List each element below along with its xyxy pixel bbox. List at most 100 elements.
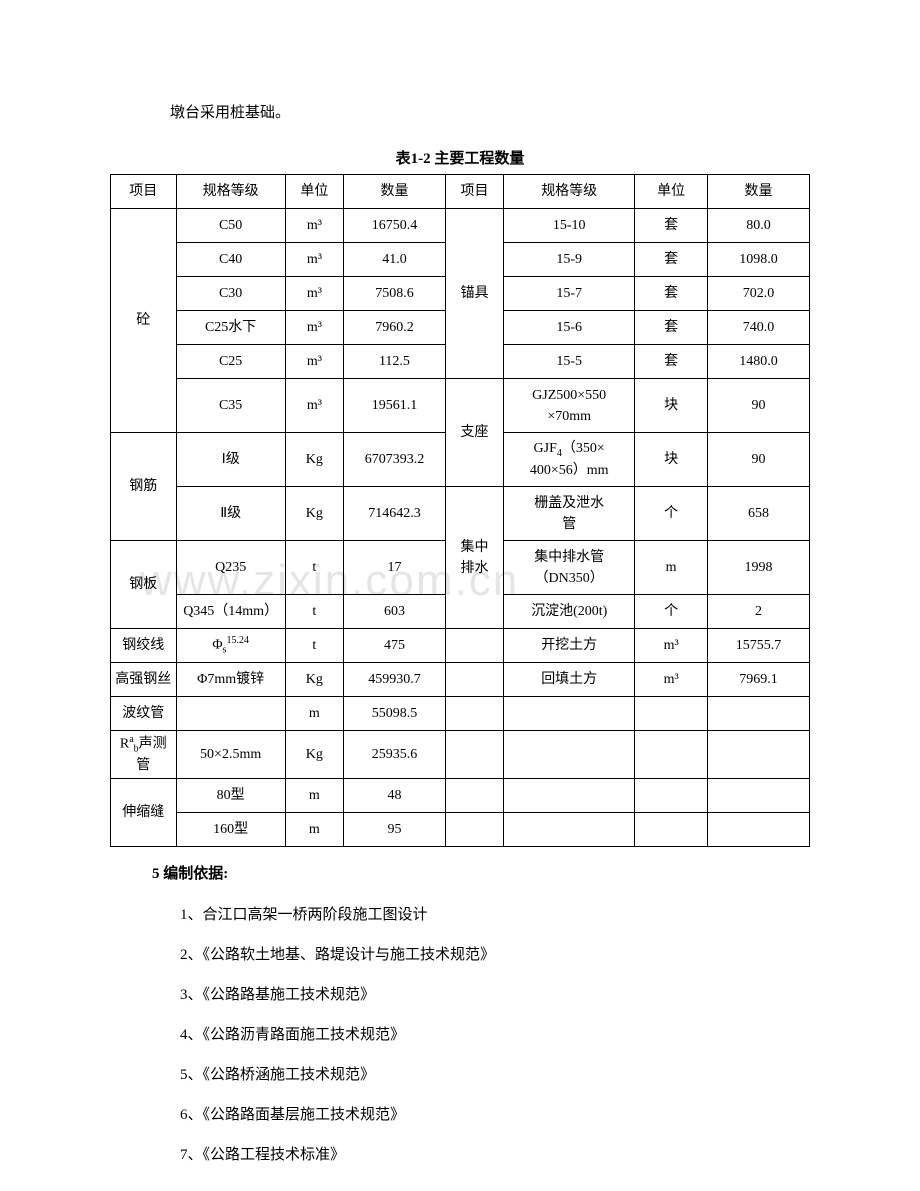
- cell: m: [285, 779, 343, 813]
- cell: 1098.0: [708, 243, 810, 277]
- table-caption: 表1-2 主要工程数量: [110, 147, 810, 168]
- cell: 1998: [708, 541, 810, 595]
- cell: [708, 731, 810, 779]
- cell: 块: [635, 379, 708, 433]
- cell: 2: [708, 595, 810, 629]
- cell: 95: [343, 813, 445, 847]
- hdr-item-r: 项目: [445, 175, 503, 209]
- table-row: 钢绞线 Φs15.24 t 475 开挖土方 m³ 15755.7: [111, 629, 810, 663]
- cell: m³: [635, 629, 708, 663]
- cell: 15-10: [504, 209, 635, 243]
- cell: 740.0: [708, 311, 810, 345]
- cell-expansion-joint: 伸缩缝: [111, 779, 177, 847]
- cell: 80.0: [708, 209, 810, 243]
- cell: t: [285, 629, 343, 663]
- cell: C25水下: [176, 311, 285, 345]
- cell: 块: [635, 433, 708, 487]
- cell: [504, 779, 635, 813]
- cell: 55098.5: [343, 697, 445, 731]
- cell: 603: [343, 595, 445, 629]
- list-item: 6、《公路路面基层施工技术规范》: [180, 1100, 810, 1130]
- cell-anchor: 锚具: [445, 209, 503, 379]
- cell: [504, 813, 635, 847]
- cell: t: [285, 541, 343, 595]
- cell: [445, 779, 503, 813]
- cell: 714642.3: [343, 487, 445, 541]
- cell-bearing: 支座: [445, 379, 503, 487]
- cell: m³: [285, 345, 343, 379]
- cell: 6707393.2: [343, 433, 445, 487]
- cell: 15-6: [504, 311, 635, 345]
- cell-steel-plate: 钢板: [111, 541, 177, 629]
- table-row: Rab声测管 50×2.5mm Kg 25935.6: [111, 731, 810, 779]
- cell: m³: [285, 243, 343, 277]
- cell: 658: [708, 487, 810, 541]
- cell: 套: [635, 345, 708, 379]
- cell: 160型: [176, 813, 285, 847]
- cell: Ⅱ级: [176, 487, 285, 541]
- cell: m³: [285, 379, 343, 433]
- cell: t: [285, 595, 343, 629]
- cell: [504, 697, 635, 731]
- cell: 高强钢丝: [111, 663, 177, 697]
- cell: Kg: [285, 487, 343, 541]
- hdr-unit-r: 单位: [635, 175, 708, 209]
- hdr-qty-r: 数量: [708, 175, 810, 209]
- hdr-item-l: 项目: [111, 175, 177, 209]
- cell: 套: [635, 311, 708, 345]
- cell: [176, 697, 285, 731]
- list-item: 7、《公路工程技术标准》: [180, 1140, 810, 1170]
- cell: [635, 697, 708, 731]
- cell: 波纹管: [111, 697, 177, 731]
- cell: 个: [635, 595, 708, 629]
- cell: 套: [635, 243, 708, 277]
- cell: m³: [285, 209, 343, 243]
- cell: m: [285, 813, 343, 847]
- table-row: Ⅱ级 Kg 714642.3 集中排水 栅盖及泄水管 个 658: [111, 487, 810, 541]
- cell: 48: [343, 779, 445, 813]
- list-item: 3、《公路路基施工技术规范》: [180, 980, 810, 1010]
- cell: 套: [635, 209, 708, 243]
- cell: Q345（14mm）: [176, 595, 285, 629]
- cell: 702.0: [708, 277, 810, 311]
- cell: 15-7: [504, 277, 635, 311]
- table-row: C35 m³ 19561.1 支座 GJZ500×550×70mm 块 90: [111, 379, 810, 433]
- cell: 集中排水管（DN350）: [504, 541, 635, 595]
- cell: C25: [176, 345, 285, 379]
- cell-concrete: 砼: [111, 209, 177, 433]
- cell: 7969.1: [708, 663, 810, 697]
- cell: Kg: [285, 731, 343, 779]
- cell: Kg: [285, 433, 343, 487]
- cell: Kg: [285, 663, 343, 697]
- cell: m³: [285, 277, 343, 311]
- table-row: 160型 m 95: [111, 813, 810, 847]
- section-heading: 5 编制依据:: [152, 861, 810, 888]
- cell: 套: [635, 277, 708, 311]
- cell: 栅盖及泄水管: [504, 487, 635, 541]
- table-row: 高强钢丝 Φ7mm镀锌 Kg 459930.7 回填土方 m³ 7969.1: [111, 663, 810, 697]
- table-row: 波纹管 m 55098.5: [111, 697, 810, 731]
- table-header-row: 项目 规格等级 单位 数量 项目 规格等级 单位 数量: [111, 175, 810, 209]
- cell: [504, 731, 635, 779]
- cell: C50: [176, 209, 285, 243]
- cell-rebar: 钢筋: [111, 433, 177, 541]
- cell: [708, 779, 810, 813]
- cell: 112.5: [343, 345, 445, 379]
- cell: m³: [635, 663, 708, 697]
- table-row: 伸缩缝 80型 m 48: [111, 779, 810, 813]
- cell: [635, 731, 708, 779]
- list-item: 5、《公路桥涵施工技术规范》: [180, 1060, 810, 1090]
- cell-drainage: 集中排水: [445, 487, 503, 629]
- cell: 回填土方: [504, 663, 635, 697]
- hdr-unit-l: 单位: [285, 175, 343, 209]
- cell: 15-9: [504, 243, 635, 277]
- cell: 钢绞线: [111, 629, 177, 663]
- cell: [445, 697, 503, 731]
- cell: 19561.1: [343, 379, 445, 433]
- cell: Q235: [176, 541, 285, 595]
- cell: 个: [635, 487, 708, 541]
- cell: 1480.0: [708, 345, 810, 379]
- cell: C40: [176, 243, 285, 277]
- list-item: 1、合江口高架一桥两阶段施工图设计: [180, 900, 810, 930]
- cell: 15755.7: [708, 629, 810, 663]
